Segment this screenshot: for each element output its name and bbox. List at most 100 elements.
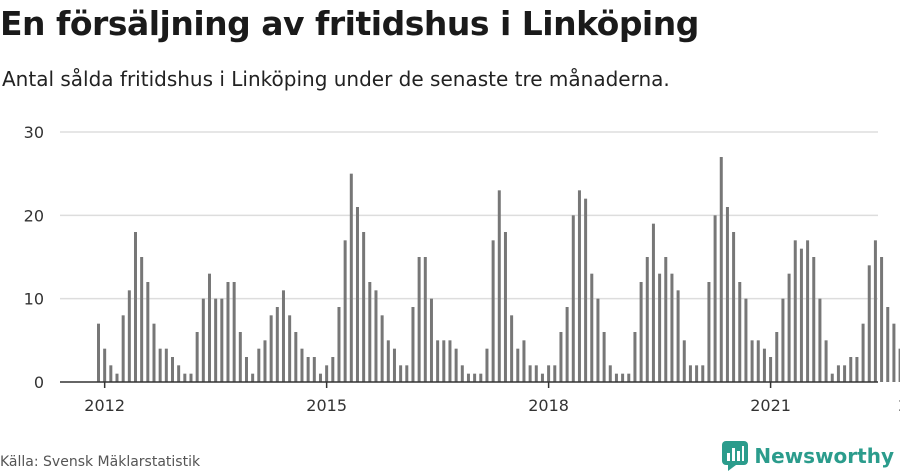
bar xyxy=(830,373,834,382)
bar xyxy=(417,257,421,382)
chart-title: En försäljning av fritidshus i Linköping xyxy=(0,4,699,43)
bar xyxy=(238,332,242,382)
x-tick-label: 2015 xyxy=(306,396,347,415)
bar xyxy=(146,282,150,382)
bar xyxy=(380,315,384,382)
bar xyxy=(491,240,495,382)
chart-subtitle: Antal sålda fritidshus i Linköping under… xyxy=(2,67,670,91)
bar xyxy=(454,348,458,382)
bar xyxy=(343,240,347,382)
bar xyxy=(275,307,279,382)
bar xyxy=(244,357,248,382)
bar xyxy=(793,240,797,382)
bar xyxy=(226,282,230,382)
y-tick-label: 20 xyxy=(24,206,44,225)
bar xyxy=(436,340,440,382)
bar xyxy=(559,332,563,382)
bar xyxy=(429,298,433,382)
newsworthy-logo[interactable]: Newsworthy xyxy=(722,440,894,472)
bar xyxy=(177,365,181,382)
bar xyxy=(103,348,107,382)
bar xyxy=(257,348,261,382)
bar xyxy=(645,257,649,382)
bar xyxy=(97,323,100,382)
newsworthy-logo-text: Newsworthy xyxy=(754,444,894,468)
bar xyxy=(843,365,847,382)
bar xyxy=(577,190,581,382)
bar xyxy=(510,315,514,382)
bar xyxy=(886,307,890,382)
bar xyxy=(719,157,723,382)
bar xyxy=(251,373,255,382)
bar xyxy=(658,273,662,382)
bar xyxy=(115,373,119,382)
newsworthy-logo-icon xyxy=(722,441,749,471)
bar xyxy=(349,173,353,382)
bar xyxy=(682,340,686,382)
bar xyxy=(306,357,310,382)
bar xyxy=(553,365,557,382)
bar xyxy=(670,273,674,382)
bar xyxy=(460,365,464,382)
bar xyxy=(602,332,606,382)
bar xyxy=(170,357,174,382)
bar xyxy=(855,357,859,382)
bar xyxy=(688,365,692,382)
y-axis-ticks: 0 10 20 30 xyxy=(24,123,44,392)
bar xyxy=(892,323,896,382)
bar xyxy=(183,373,187,382)
bar xyxy=(263,340,267,382)
bar xyxy=(781,298,785,382)
bar xyxy=(127,290,131,382)
bar xyxy=(300,348,304,382)
bar xyxy=(744,298,748,382)
bar xyxy=(775,332,779,382)
bar xyxy=(725,207,729,382)
bar xyxy=(812,257,816,382)
bar xyxy=(633,332,637,382)
bar xyxy=(355,207,359,382)
bar xyxy=(738,282,742,382)
bar xyxy=(399,365,403,382)
bar xyxy=(522,340,526,382)
bar xyxy=(695,365,699,382)
bar xyxy=(312,357,316,382)
bar xyxy=(133,232,137,382)
bar xyxy=(547,365,551,382)
bar xyxy=(368,282,372,382)
bar xyxy=(676,290,680,382)
bar xyxy=(540,373,544,382)
bar xyxy=(750,340,754,382)
bar xyxy=(651,223,655,382)
bar xyxy=(152,323,156,382)
x-tick-label: 2012 xyxy=(84,396,125,415)
bar xyxy=(220,298,224,382)
source-note: Källa: Svensk Mäklarstatistik xyxy=(0,454,201,470)
bar xyxy=(614,373,618,382)
bar xyxy=(707,282,711,382)
bar xyxy=(448,340,452,382)
bar xyxy=(201,298,205,382)
bar xyxy=(466,373,470,382)
bar xyxy=(701,365,705,382)
y-tick-label: 30 xyxy=(24,123,44,142)
bar xyxy=(762,348,766,382)
bar xyxy=(158,348,162,382)
bar xyxy=(867,265,871,382)
y-tick-label: 0 xyxy=(34,373,44,392)
bar xyxy=(732,232,736,382)
bar xyxy=(479,373,483,382)
bar xyxy=(473,373,477,382)
bar xyxy=(836,365,840,382)
bar xyxy=(423,257,427,382)
bar xyxy=(214,298,218,382)
bar xyxy=(787,273,791,382)
y-tick-label: 10 xyxy=(24,290,44,309)
bar xyxy=(331,357,335,382)
bar xyxy=(818,298,822,382)
bar xyxy=(534,365,538,382)
bar xyxy=(898,348,900,382)
bar xyxy=(608,365,612,382)
bar xyxy=(880,257,884,382)
